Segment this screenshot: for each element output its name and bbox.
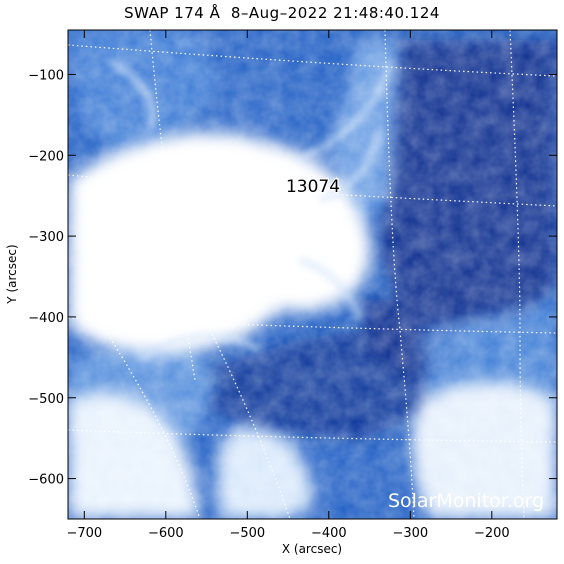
x-tick-label: −600 xyxy=(148,526,184,541)
plot-frame xyxy=(67,29,558,520)
y-tick-label: −100 xyxy=(28,68,64,83)
x-tick-label: −200 xyxy=(474,526,510,541)
x-tick-label: −700 xyxy=(66,526,102,541)
y-axis-label: Y (arcsec) xyxy=(5,244,19,304)
y-axis-ticks: −100 −200 −300 −400 −500 −600 xyxy=(28,68,557,488)
y-tick-label: −300 xyxy=(28,230,64,245)
solarmonitor-watermark: SolarMonitor.org xyxy=(388,490,544,512)
x-tick-label: −500 xyxy=(229,526,265,541)
image-title: SWAP 174 Å 8–Aug–2022 21:48:40.124 xyxy=(124,4,440,22)
image-texture xyxy=(68,30,557,519)
y-tick-label: −400 xyxy=(28,311,64,326)
y-tick-label: −600 xyxy=(28,473,64,488)
x-axis-ticks: −700 −600 −500 −400 −300 −200 xyxy=(66,30,510,541)
y-tick-label: −200 xyxy=(28,149,64,164)
y-tick-label: −500 xyxy=(28,392,64,407)
x-axis-label: X (arcsec) xyxy=(282,542,342,556)
active-region-label: 13074 xyxy=(286,177,340,197)
solar-image: 13074 SolarMonitor.org xyxy=(68,30,557,519)
heliographic-grid xyxy=(68,30,557,519)
x-tick-label: −300 xyxy=(392,526,428,541)
x-tick-label: −400 xyxy=(311,526,347,541)
